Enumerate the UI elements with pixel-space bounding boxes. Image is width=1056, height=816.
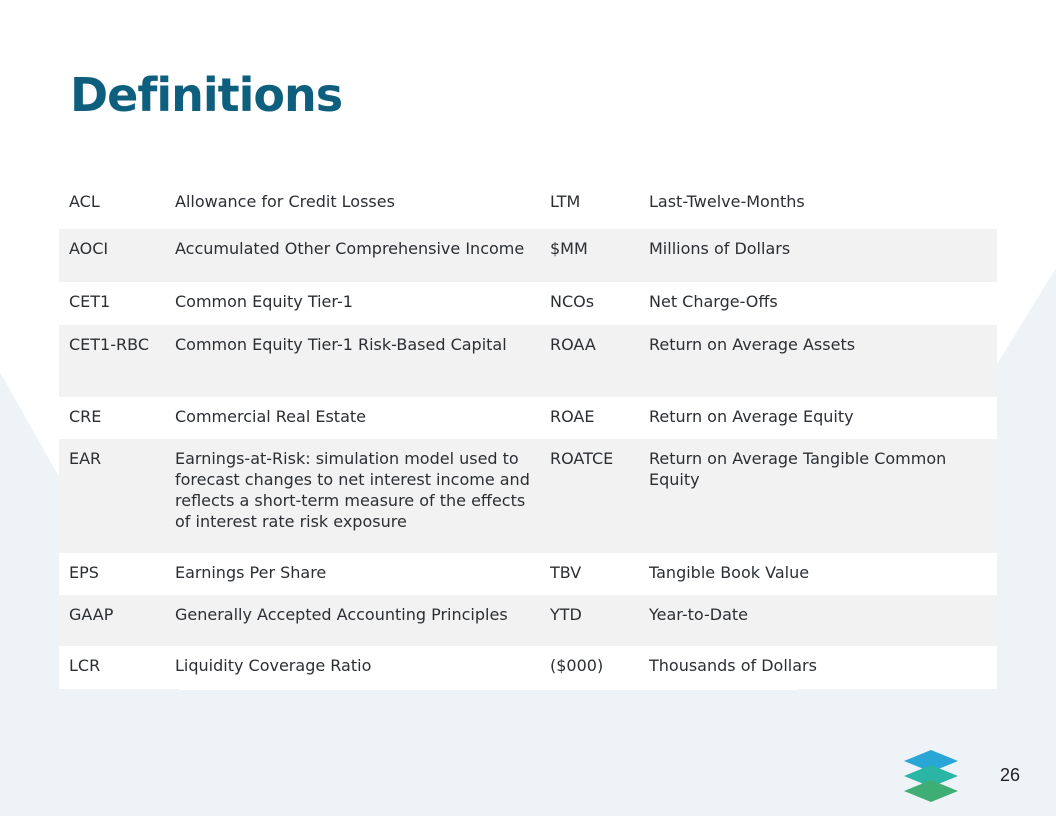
definition: Return on Average Assets	[639, 325, 997, 397]
abbreviation: GAAP	[59, 595, 165, 646]
abbreviation: CET1	[59, 282, 165, 325]
definition: Return on Average Tangible Common Equity	[639, 439, 997, 553]
abbreviation: $MM	[540, 229, 639, 282]
definition: Return on Average Equity	[639, 397, 997, 439]
table-row: ACL Allowance for Credit Losses LTM Last…	[59, 182, 997, 229]
abbreviation: AOCI	[59, 229, 165, 282]
abbreviation: TBV	[540, 553, 639, 595]
table-row: EAR Earnings-at-Risk: simulation model u…	[59, 439, 997, 553]
definition: Earnings-at-Risk: simulation model used …	[165, 439, 540, 553]
definition: Net Charge-Offs	[639, 282, 997, 325]
table-row: CET1-RBC Common Equity Tier-1 Risk-Based…	[59, 325, 997, 397]
definition: Thousands of Dollars	[639, 646, 997, 689]
definition: Millions of Dollars	[639, 229, 997, 282]
abbreviation: ROAA	[540, 325, 639, 397]
definition: Liquidity Coverage Ratio	[165, 646, 540, 689]
table-row: LCR Liquidity Coverage Ratio ($000) Thou…	[59, 646, 997, 689]
table-row: AOCI Accumulated Other Comprehensive Inc…	[59, 229, 997, 282]
abbreviation: CET1-RBC	[59, 325, 165, 397]
abbreviation: LCR	[59, 646, 165, 689]
page-title: Definitions	[70, 68, 343, 122]
abbreviation: ACL	[59, 182, 165, 229]
definition: Accumulated Other Comprehensive Income	[165, 229, 540, 282]
definition: Tangible Book Value	[639, 553, 997, 595]
table-row: GAAP Generally Accepted Accounting Princ…	[59, 595, 997, 646]
abbreviation: ROAE	[540, 397, 639, 439]
definition: Last-Twelve-Months	[639, 182, 997, 229]
definition: Generally Accepted Accounting Principles	[165, 595, 540, 646]
abbreviation: ($000)	[540, 646, 639, 689]
definition: Common Equity Tier-1	[165, 282, 540, 325]
definition: Commercial Real Estate	[165, 397, 540, 439]
abbreviation: LTM	[540, 182, 639, 229]
definition: Earnings Per Share	[165, 553, 540, 595]
definition: Year-to-Date	[639, 595, 997, 646]
abbreviation: CRE	[59, 397, 165, 439]
definition: Common Equity Tier-1 Risk-Based Capital	[165, 325, 540, 397]
abbreviation: EAR	[59, 439, 165, 553]
abbreviation: YTD	[540, 595, 639, 646]
abbreviation: NCOs	[540, 282, 639, 325]
abbreviation: EPS	[59, 553, 165, 595]
page-number: 26	[999, 765, 1020, 785]
definitions-table: ACL Allowance for Credit Losses LTM Last…	[59, 182, 997, 689]
definition: Allowance for Credit Losses	[165, 182, 540, 229]
abbreviation: ROATCE	[540, 439, 639, 553]
layered-stack-logo-icon	[904, 750, 958, 802]
table-row: CRE Commercial Real Estate ROAE Return o…	[59, 397, 997, 439]
table-row: EPS Earnings Per Share TBV Tangible Book…	[59, 553, 997, 595]
table-row: CET1 Common Equity Tier-1 NCOs Net Charg…	[59, 282, 997, 325]
